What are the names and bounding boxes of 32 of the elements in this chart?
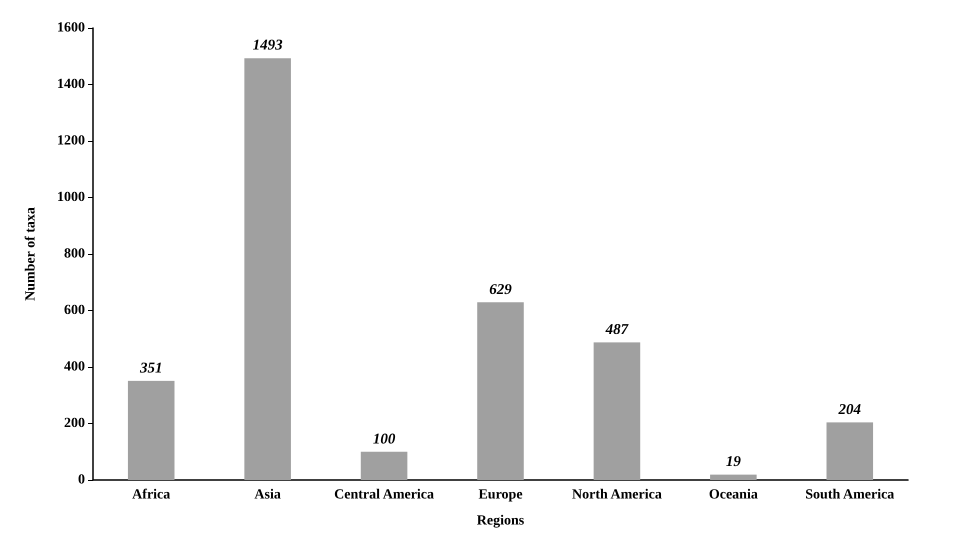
y-tick-label: 200	[64, 416, 85, 431]
data-label: 487	[604, 322, 629, 338]
x-axis-title: Regions	[476, 514, 525, 528]
bar	[594, 342, 640, 480]
bar	[360, 452, 408, 480]
x-tick-label: Africa	[132, 488, 170, 502]
x-tick-label: North America	[572, 488, 662, 502]
y-tick-label: 400	[64, 360, 85, 374]
y-tick-label: 1600	[57, 20, 85, 36]
data-label: 629	[489, 282, 512, 298]
data-label: 204	[838, 402, 862, 418]
y-tick-label: 600	[64, 303, 85, 318]
y-tick-label: 0	[78, 472, 85, 488]
x-tick-label: Oceania	[708, 488, 758, 502]
bar	[128, 380, 174, 480]
data-label: 351	[138, 360, 162, 376]
y-tick-label: 800	[64, 246, 85, 262]
y-tick-label: 1000	[57, 190, 85, 205]
x-tick-label: Central America	[334, 488, 434, 502]
y-axis-title: Number of taxa	[24, 207, 38, 301]
bar	[477, 302, 524, 480]
data-label: 1493	[252, 38, 284, 54]
y-tick-label: 1200	[57, 134, 85, 148]
data-label: 100	[372, 431, 396, 448]
y-tick-label: 1400	[57, 77, 85, 92]
data-label: 19	[726, 454, 742, 470]
x-tick-label: Europe	[478, 488, 523, 502]
bar	[244, 58, 291, 480]
x-tick-label: South America	[805, 488, 894, 502]
bar	[710, 474, 757, 480]
x-tick-label: Asia	[254, 488, 281, 502]
bar	[826, 422, 874, 480]
